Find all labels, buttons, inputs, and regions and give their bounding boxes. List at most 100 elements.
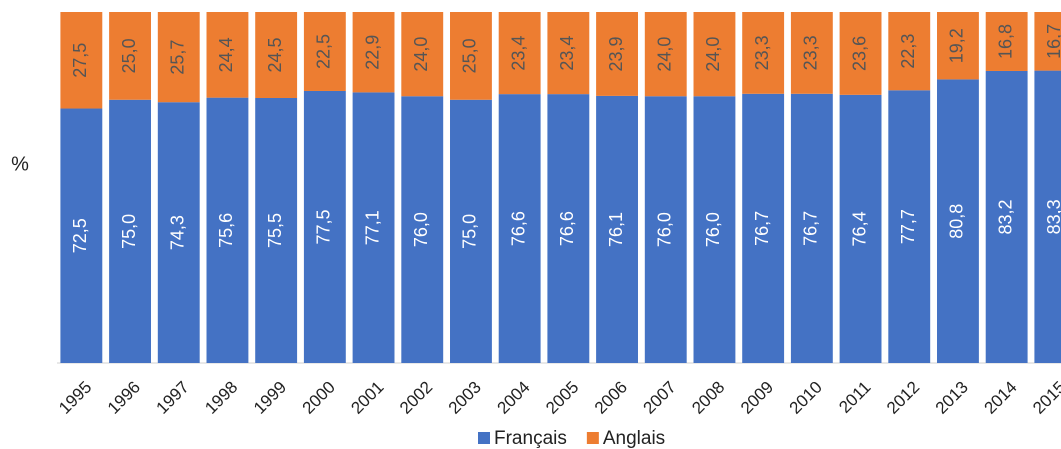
- bar-segment: [401, 96, 444, 364]
- bar-segment: [206, 12, 249, 98]
- data-label: 22,5: [314, 34, 334, 69]
- legend-label: Français: [494, 428, 567, 449]
- x-tick-label: 2002: [396, 378, 436, 418]
- data-label: 27,5: [70, 43, 90, 78]
- data-label: 23,6: [849, 36, 869, 71]
- data-label: 24,0: [411, 37, 431, 72]
- x-tick-label: 2013: [932, 378, 972, 418]
- bar-segment: [109, 12, 151, 100]
- bar-segment: [693, 96, 736, 364]
- data-label: 76,0: [411, 212, 431, 247]
- bar-segment: [985, 12, 1028, 71]
- y-axis-label: %: [11, 153, 29, 175]
- bar-segment: [1034, 12, 1061, 71]
- data-label: 23,9: [606, 36, 626, 71]
- data-label: 23,3: [801, 35, 821, 70]
- x-tick-label: 2011: [835, 378, 874, 417]
- bar-segment: [157, 12, 200, 103]
- bar-segment: [790, 93, 833, 364]
- data-label: 80,8: [947, 204, 967, 239]
- data-label: 76,6: [557, 211, 577, 246]
- data-label: 77,7: [898, 209, 918, 244]
- bar-segment: [790, 12, 833, 94]
- x-tick-label: 1998: [201, 378, 241, 418]
- data-label: 22,3: [898, 34, 918, 69]
- bar-segment: [498, 12, 541, 95]
- data-label: 83,3: [1044, 199, 1061, 234]
- bar-segment: [255, 12, 298, 98]
- data-label: 24,0: [703, 37, 723, 72]
- x-tick-label: 2009: [737, 378, 777, 418]
- bar-segment: [937, 12, 979, 80]
- data-label: 75,0: [119, 214, 139, 249]
- bar-segment: [547, 94, 590, 363]
- x-tick-label: 2008: [688, 378, 728, 418]
- legend-swatch: [478, 432, 490, 444]
- data-label: 22,9: [362, 35, 382, 70]
- x-tick-label: 2007: [640, 378, 680, 418]
- data-label: 23,3: [752, 35, 772, 70]
- data-label: 76,7: [752, 211, 772, 246]
- data-label: 24,5: [265, 37, 285, 72]
- x-tick-label: 2010: [786, 378, 826, 418]
- bar-segment: [401, 12, 444, 97]
- bar-segment: [450, 99, 492, 363]
- data-label: 19,2: [947, 28, 967, 63]
- x-tick-label: 2000: [299, 378, 339, 418]
- bar-segment: [255, 97, 298, 364]
- x-tick-label: 2006: [591, 378, 631, 418]
- data-label: 25,0: [460, 38, 480, 73]
- bar-segment: [547, 12, 590, 95]
- bar-segment: [596, 95, 638, 363]
- data-label: 75,5: [265, 213, 285, 248]
- data-label: 77,5: [314, 209, 334, 244]
- data-label: 16,7: [1044, 24, 1061, 59]
- data-label: 77,1: [362, 210, 382, 245]
- bar-segment: [303, 12, 346, 91]
- bar-segment: [352, 12, 395, 93]
- x-tick-label: 2012: [883, 378, 923, 418]
- data-label: 76,6: [508, 211, 528, 246]
- data-label: 24,4: [216, 37, 236, 72]
- x-tick-label: 2014: [980, 378, 1020, 418]
- x-tick-label: 2015: [1029, 378, 1061, 418]
- bar-segment: [596, 12, 638, 96]
- x-tick-label: 1999: [250, 378, 290, 418]
- bar-segment: [60, 108, 103, 364]
- bar-segment: [839, 12, 882, 95]
- x-tick-label: 1995: [55, 378, 95, 418]
- bar-segment: [1034, 70, 1061, 363]
- bar-segment: [303, 90, 346, 363]
- bar-segment: [693, 12, 736, 97]
- x-tick-label: 2005: [542, 378, 582, 418]
- bar-segment: [742, 12, 785, 94]
- bar-segment: [742, 93, 785, 364]
- data-label: 25,7: [168, 40, 188, 75]
- data-label: 75,6: [216, 213, 236, 248]
- x-tick-label: 2001: [347, 378, 387, 418]
- bar-segment: [60, 12, 103, 109]
- x-tick-label: 2004: [493, 378, 533, 418]
- data-label: 76,1: [606, 212, 626, 247]
- x-tick-label: 1996: [104, 378, 144, 418]
- bar-segment: [888, 90, 931, 363]
- data-label: 74,3: [168, 215, 188, 250]
- bar-segment: [450, 12, 492, 100]
- bar-segment: [937, 79, 979, 363]
- x-tick-label: 2003: [445, 378, 485, 418]
- data-label: 76,7: [801, 211, 821, 246]
- data-label: 23,4: [557, 36, 577, 71]
- data-label: 83,2: [995, 199, 1015, 234]
- bar-segment: [839, 94, 882, 363]
- data-label: 76,0: [703, 212, 723, 247]
- bar-segment: [644, 12, 687, 97]
- bar-segment: [888, 12, 931, 91]
- bar-segment: [498, 94, 541, 363]
- bar-segment: [985, 70, 1028, 363]
- data-label: 76,4: [849, 211, 869, 246]
- legend-label: Anglais: [603, 428, 665, 449]
- data-label: 76,0: [655, 212, 675, 247]
- data-label: 23,4: [508, 36, 528, 71]
- bar-segment: [206, 97, 249, 364]
